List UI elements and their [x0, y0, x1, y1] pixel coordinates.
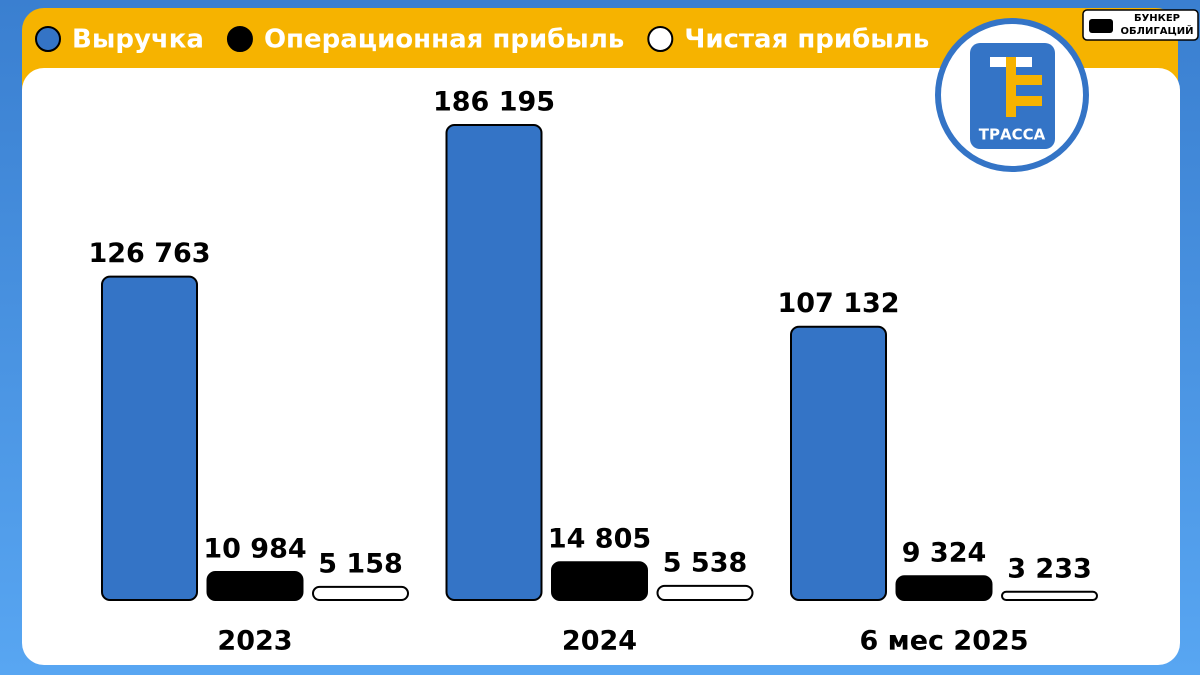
- bar: [312, 585, 409, 602]
- value-label: 5 158: [318, 548, 403, 579]
- x-tick-label: 2024: [562, 626, 637, 657]
- legend: Выручка Операционная прибыль Чистая прибыл…: [35, 25, 929, 55]
- value-label: 107 132: [777, 288, 899, 319]
- legend-label: Чистая прибыль: [684, 25, 929, 55]
- legend-label: Операционная прибыль: [264, 25, 624, 55]
- bar: [895, 575, 993, 601]
- bar: [656, 584, 754, 602]
- value-label: 186 195: [433, 87, 555, 118]
- logo-shape: [1006, 57, 1016, 117]
- badge-box: [1082, 9, 1199, 41]
- plot-area: 126 763 10 984 5 158 2023 186 195 14 805 5 538…: [88, 87, 1098, 657]
- value-label: 126 763: [88, 238, 210, 269]
- bar: [790, 325, 887, 601]
- bar: [551, 561, 648, 602]
- legend-label: Выручка: [72, 25, 204, 55]
- logo-shape: [1012, 96, 1042, 106]
- badge: БУНКЕР ОБЛИГАЦИЙ: [1082, 9, 1199, 41]
- legend-marker: [226, 26, 253, 52]
- value-label: 10 984: [203, 533, 306, 564]
- value-label: 9 324: [902, 538, 987, 569]
- bar: [101, 275, 198, 601]
- logo-text: ТРАССА: [979, 126, 1046, 144]
- value-label: 5 538: [663, 547, 748, 578]
- bar: [206, 570, 304, 601]
- x-tick-label: 2023: [217, 626, 292, 657]
- bar: [445, 124, 543, 601]
- panel: [22, 68, 1180, 665]
- badge-text: БУНКЕР: [1134, 13, 1180, 24]
- badge-text: ОБЛИГАЦИЙ: [1121, 24, 1194, 37]
- value-label: 3 233: [1007, 553, 1092, 584]
- bar: [1001, 590, 1098, 601]
- logo: ТРАССА: [935, 18, 1089, 172]
- legend-marker: [647, 26, 674, 52]
- value-label: 14 805: [548, 524, 651, 555]
- logo-shape: [1012, 75, 1042, 85]
- legend-marker: [35, 26, 61, 52]
- x-tick-label: 6 мес 2025: [859, 626, 1028, 657]
- badge-icon: [1089, 19, 1113, 33]
